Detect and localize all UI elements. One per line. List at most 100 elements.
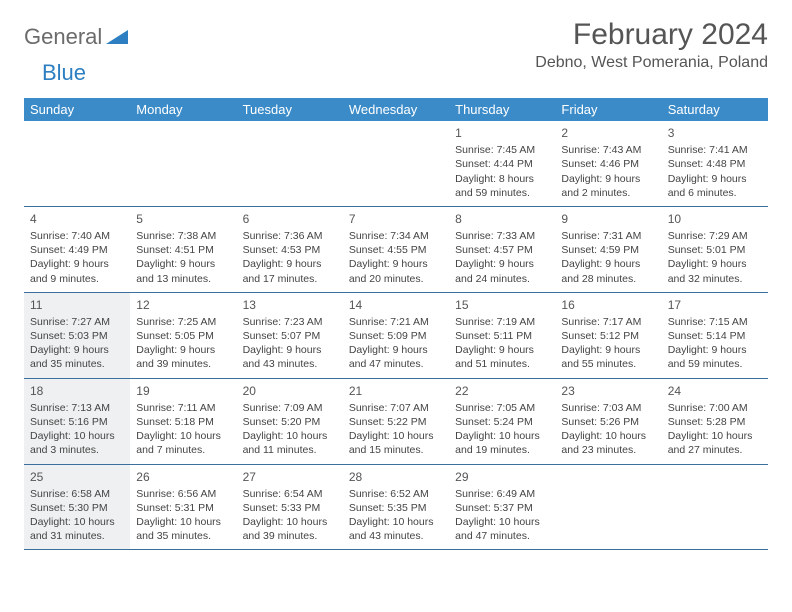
sunset-text: Sunset: 5:03 PM [30,329,124,343]
day-number: 22 [455,383,549,399]
calendar-day: 20Sunrise: 7:09 AMSunset: 5:20 PMDayligh… [237,379,343,464]
sunrise-text: Sunrise: 6:56 AM [136,487,230,501]
daylight-text: Daylight: 9 hours [668,172,762,186]
calendar-day: 23Sunrise: 7:03 AMSunset: 5:26 PMDayligh… [555,379,661,464]
brand-logo: General [24,24,128,50]
calendar-day: 26Sunrise: 6:56 AMSunset: 5:31 PMDayligh… [130,465,236,550]
page-title: February 2024 [535,18,768,52]
day-number: 28 [349,469,443,485]
calendar-day: 12Sunrise: 7:25 AMSunset: 5:05 PMDayligh… [130,293,236,378]
sunrise-text: Sunrise: 7:45 AM [455,143,549,157]
daylight-text: and 23 minutes. [561,443,655,457]
daylight-text: and 3 minutes. [30,443,124,457]
sunset-text: Sunset: 5:28 PM [668,415,762,429]
calendar-day-empty [237,121,343,206]
day-number: 15 [455,297,549,313]
day-number: 14 [349,297,443,313]
daylight-text: and 20 minutes. [349,272,443,286]
calendar-weeks: 1Sunrise: 7:45 AMSunset: 4:44 PMDaylight… [24,121,768,550]
calendar: SundayMondayTuesdayWednesdayThursdayFrid… [24,98,768,550]
sunset-text: Sunset: 5:18 PM [136,415,230,429]
calendar-day: 10Sunrise: 7:29 AMSunset: 5:01 PMDayligh… [662,207,768,292]
daylight-text: and 39 minutes. [243,529,337,543]
calendar-day: 9Sunrise: 7:31 AMSunset: 4:59 PMDaylight… [555,207,661,292]
sunrise-text: Sunrise: 7:23 AM [243,315,337,329]
daylight-text: and 47 minutes. [349,357,443,371]
sunset-text: Sunset: 5:09 PM [349,329,443,343]
day-number: 3 [668,125,762,141]
day-number: 29 [455,469,549,485]
dow-cell: Thursday [449,98,555,121]
daylight-text: Daylight: 10 hours [561,429,655,443]
sunrise-text: Sunrise: 6:52 AM [349,487,443,501]
dow-cell: Monday [130,98,236,121]
calendar-day-empty [662,465,768,550]
daylight-text: and 31 minutes. [30,529,124,543]
sunrise-text: Sunrise: 6:58 AM [30,487,124,501]
calendar-week: 4Sunrise: 7:40 AMSunset: 4:49 PMDaylight… [24,207,768,293]
calendar-day: 27Sunrise: 6:54 AMSunset: 5:33 PMDayligh… [237,465,343,550]
daylight-text: Daylight: 9 hours [455,343,549,357]
sunset-text: Sunset: 5:26 PM [561,415,655,429]
daylight-text: Daylight: 10 hours [349,429,443,443]
daylight-text: and 32 minutes. [668,272,762,286]
calendar-day: 5Sunrise: 7:38 AMSunset: 4:51 PMDaylight… [130,207,236,292]
dow-cell: Wednesday [343,98,449,121]
day-number: 21 [349,383,443,399]
daylight-text: Daylight: 10 hours [243,429,337,443]
daylight-text: Daylight: 8 hours [455,172,549,186]
daylight-text: and 11 minutes. [243,443,337,457]
sunrise-text: Sunrise: 7:11 AM [136,401,230,415]
day-number: 1 [455,125,549,141]
daylight-text: Daylight: 9 hours [455,257,549,271]
sunrise-text: Sunrise: 7:43 AM [561,143,655,157]
calendar-day-empty [24,121,130,206]
calendar-day: 22Sunrise: 7:05 AMSunset: 5:24 PMDayligh… [449,379,555,464]
calendar-day: 14Sunrise: 7:21 AMSunset: 5:09 PMDayligh… [343,293,449,378]
daylight-text: and 59 minutes. [455,186,549,200]
sunrise-text: Sunrise: 7:38 AM [136,229,230,243]
calendar-week: 25Sunrise: 6:58 AMSunset: 5:30 PMDayligh… [24,465,768,551]
daylight-text: Daylight: 9 hours [243,257,337,271]
calendar-day-empty [555,465,661,550]
page-subtitle: Debno, West Pomerania, Poland [535,54,768,72]
daylight-text: Daylight: 9 hours [349,343,443,357]
brand-logo-mark [106,24,128,50]
calendar-day: 25Sunrise: 6:58 AMSunset: 5:30 PMDayligh… [24,465,130,550]
daylight-text: and 9 minutes. [30,272,124,286]
daylight-text: and 43 minutes. [349,529,443,543]
daylight-text: Daylight: 9 hours [243,343,337,357]
sunrise-text: Sunrise: 6:54 AM [243,487,337,501]
daylight-text: Daylight: 9 hours [561,343,655,357]
day-of-week-header: SundayMondayTuesdayWednesdayThursdayFrid… [24,98,768,121]
daylight-text: and 24 minutes. [455,272,549,286]
calendar-day-empty [130,121,236,206]
day-number: 23 [561,383,655,399]
calendar-day: 8Sunrise: 7:33 AMSunset: 4:57 PMDaylight… [449,207,555,292]
day-number: 13 [243,297,337,313]
sunset-text: Sunset: 5:11 PM [455,329,549,343]
day-number: 6 [243,211,337,227]
daylight-text: Daylight: 9 hours [349,257,443,271]
sunrise-text: Sunrise: 7:19 AM [455,315,549,329]
daylight-text: and 35 minutes. [30,357,124,371]
day-number: 11 [30,297,124,313]
sunset-text: Sunset: 4:57 PM [455,243,549,257]
sunrise-text: Sunrise: 7:27 AM [30,315,124,329]
sunset-text: Sunset: 5:20 PM [243,415,337,429]
calendar-day: 16Sunrise: 7:17 AMSunset: 5:12 PMDayligh… [555,293,661,378]
daylight-text: and 39 minutes. [136,357,230,371]
daylight-text: and 15 minutes. [349,443,443,457]
day-number: 16 [561,297,655,313]
day-number: 7 [349,211,443,227]
sunset-text: Sunset: 5:01 PM [668,243,762,257]
sunset-text: Sunset: 4:51 PM [136,243,230,257]
dow-cell: Friday [555,98,661,121]
day-number: 12 [136,297,230,313]
day-number: 9 [561,211,655,227]
calendar-day: 29Sunrise: 6:49 AMSunset: 5:37 PMDayligh… [449,465,555,550]
dow-cell: Saturday [662,98,768,121]
daylight-text: Daylight: 10 hours [30,515,124,529]
daylight-text: and 28 minutes. [561,272,655,286]
sunrise-text: Sunrise: 7:17 AM [561,315,655,329]
